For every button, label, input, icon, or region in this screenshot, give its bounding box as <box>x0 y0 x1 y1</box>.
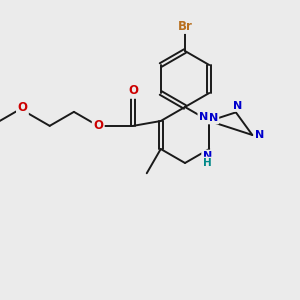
Text: O: O <box>128 84 138 98</box>
Text: N: N <box>199 112 208 122</box>
Text: N: N <box>233 100 243 111</box>
Text: O: O <box>17 101 27 114</box>
Text: N: N <box>255 130 264 140</box>
Text: O: O <box>93 119 103 132</box>
Text: N: N <box>202 151 212 161</box>
Text: N: N <box>208 113 218 123</box>
Text: Br: Br <box>178 20 192 32</box>
Text: H: H <box>203 158 212 168</box>
